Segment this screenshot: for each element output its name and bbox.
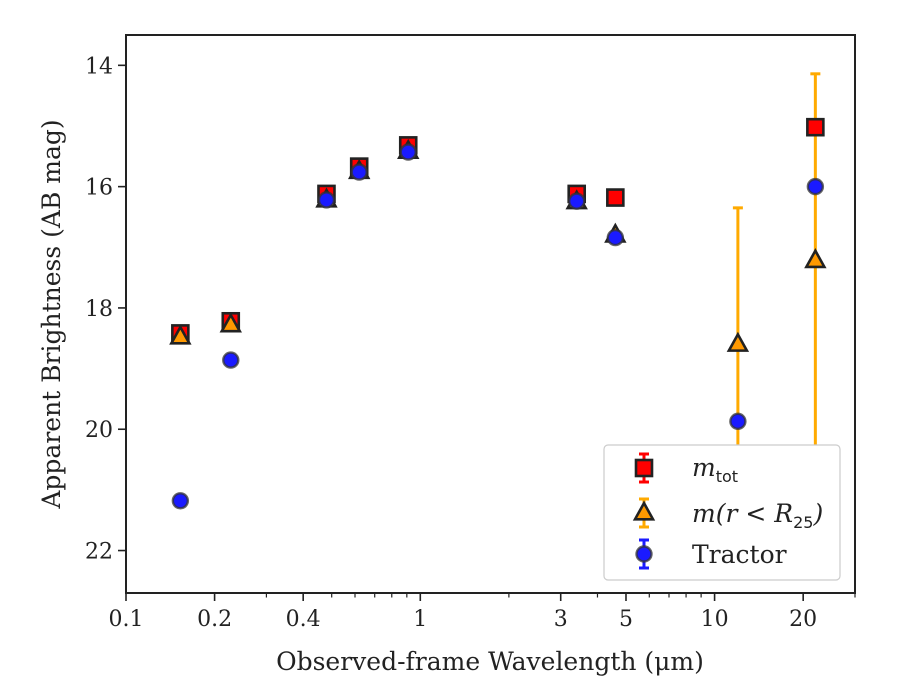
- y-tick-label-2: 18: [85, 297, 113, 322]
- point-tractor-0: [171, 492, 190, 510]
- x-tick-label-5: 5: [619, 607, 633, 632]
- point-mtot-7: [806, 117, 825, 137]
- point-mr25-7: [726, 331, 750, 352]
- point-mr25-8: [804, 248, 827, 269]
- point-tractor-1: [222, 351, 240, 369]
- legend-label-mtot: mtot: [692, 453, 738, 486]
- point-tractor-8: [806, 177, 825, 196]
- legend-label-tractor: Tractor: [692, 540, 787, 569]
- y-axis-title: Apparent Brightness (AB mag): [37, 119, 66, 509]
- legend-frame: [603, 444, 841, 581]
- point-mr25-1: [219, 312, 242, 333]
- legend-marker-tractor: [635, 545, 653, 563]
- legend-markers: [632, 452, 656, 570]
- point-mr25-0: [169, 324, 192, 345]
- x-tick-label-6: 10: [701, 607, 729, 632]
- point-tractor-4: [399, 143, 417, 161]
- y-tick-label-0: 14: [85, 54, 113, 79]
- legend-marker-mr25: [632, 500, 656, 521]
- y-tick-label-4: 22: [85, 540, 113, 565]
- x-tick-label-3: 1: [413, 607, 427, 632]
- x-axis-title: Observed-frame Wavelength (μm): [276, 647, 704, 676]
- point-mtot-6: [606, 188, 625, 207]
- y-axis-ticks: 14 16 18 20 22: [85, 54, 126, 565]
- x-tick-label-7: 20: [789, 607, 817, 632]
- x-axis-ticks: 0.1 0.2 0.4 1 3 5 10 20: [109, 593, 856, 632]
- legend: mtot m(r < R25) Tractor: [603, 444, 841, 581]
- point-tractor-7: [729, 412, 747, 431]
- x-tick-label-0: 0.1: [109, 607, 144, 632]
- data-markers: [169, 117, 827, 510]
- y-tick-label-1: 16: [85, 176, 113, 201]
- x-tick-label-4: 3: [554, 607, 568, 632]
- point-tractor-3: [350, 163, 368, 181]
- point-tractor-2: [317, 191, 336, 209]
- legend-label-mr25: m(r < R25): [692, 499, 823, 532]
- x-tick-label-2: 0.4: [286, 607, 321, 632]
- legend-marker-mtot: [634, 458, 654, 478]
- point-tractor-5: [568, 192, 586, 210]
- y-tick-label-3: 20: [85, 418, 113, 443]
- x-tick-label-1: 0.2: [197, 607, 232, 632]
- point-tractor-6: [606, 228, 625, 247]
